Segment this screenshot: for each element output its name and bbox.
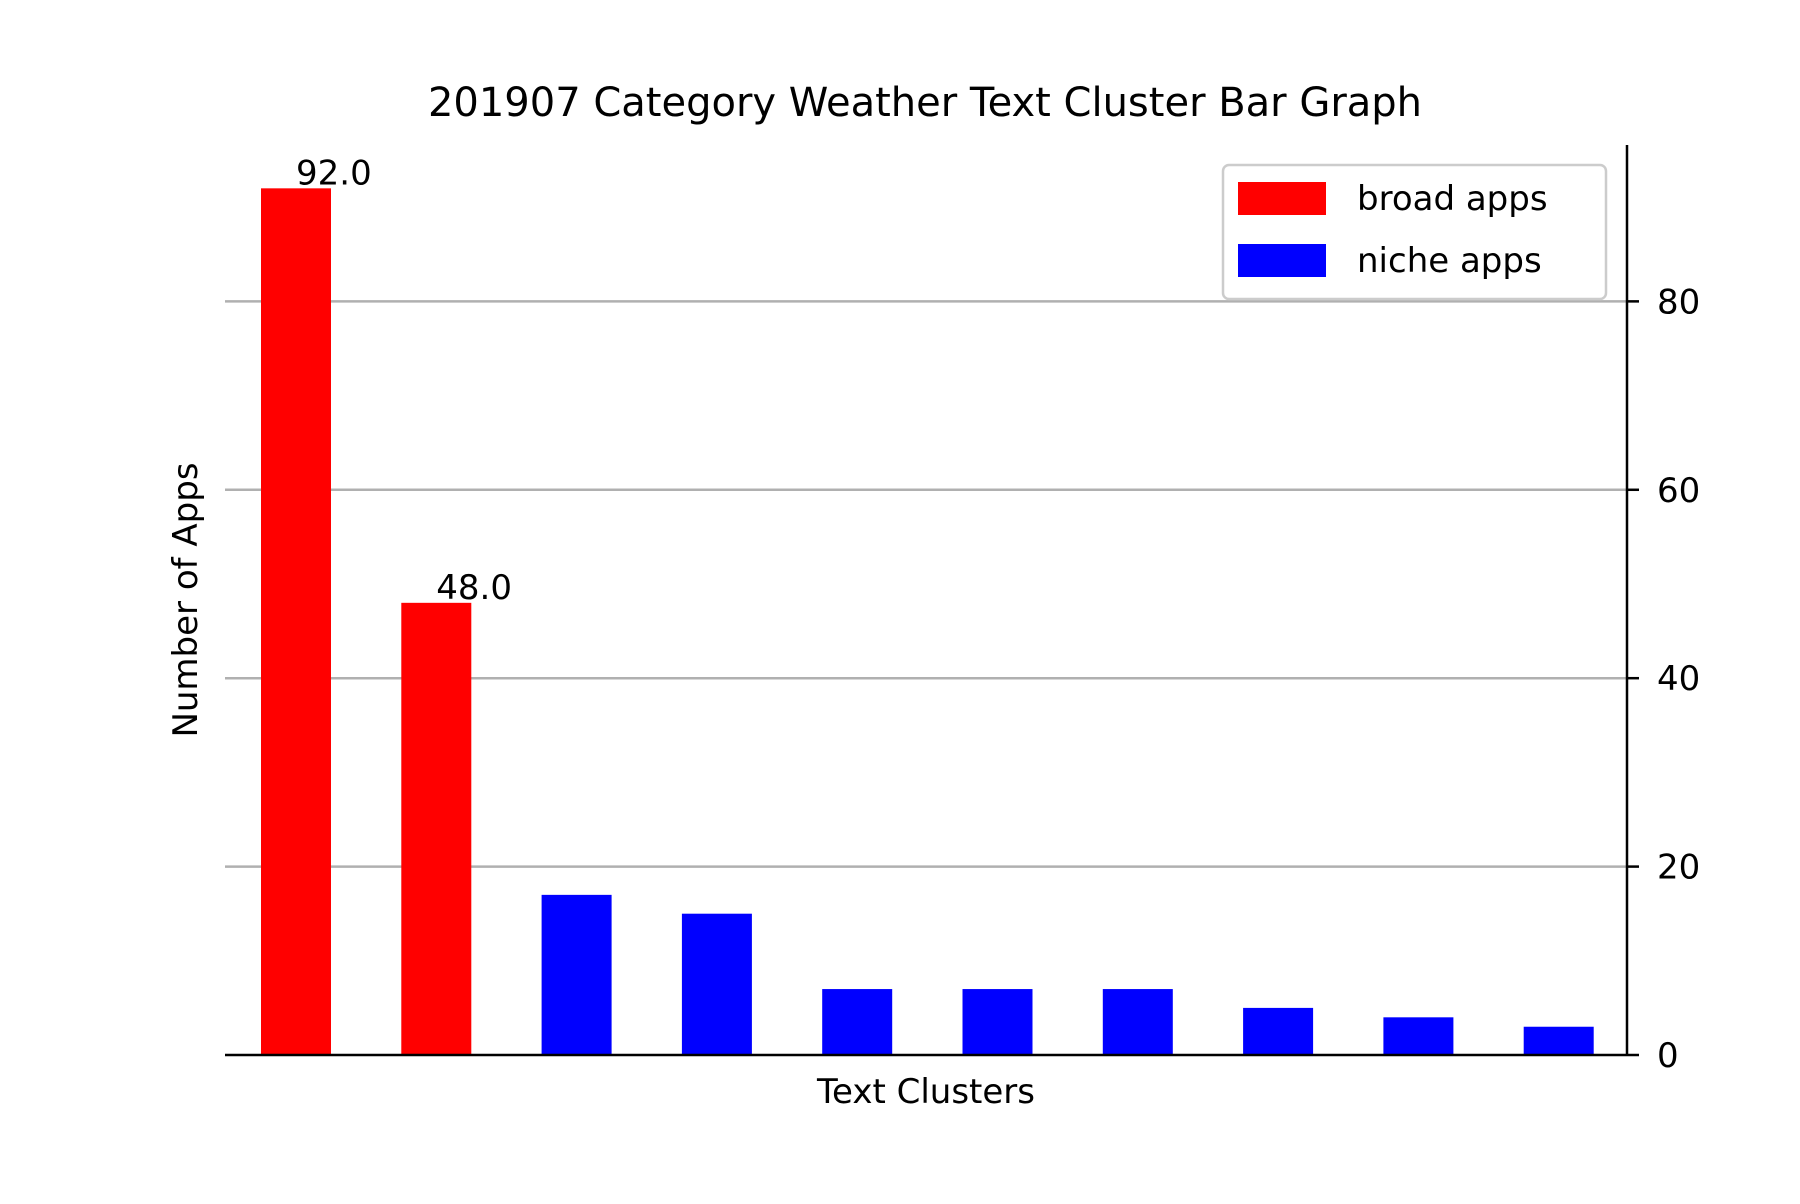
chart-title: 201907 Category Weather Text Cluster Bar…: [428, 80, 1422, 126]
y-ticks: 0 20 40 60 80: [1627, 282, 1700, 1076]
bar-group: [261, 188, 1594, 1056]
legend-swatch-niche-apps: [1238, 244, 1326, 277]
y-tick-label: 40: [1657, 659, 1700, 699]
bar-broad-apps: [401, 602, 472, 1055]
data-label: 48.0: [436, 568, 512, 608]
legend-swatch-broad-apps: [1238, 182, 1326, 215]
legend: broad apps niche apps: [1221, 163, 1608, 301]
legend-label-niche-apps: niche apps: [1357, 241, 1542, 281]
data-label-group: 92.0 48.0: [296, 153, 512, 607]
bar-niche-apps: [1383, 1017, 1454, 1055]
y-tick-label: 60: [1657, 471, 1700, 511]
bar-niche-apps: [541, 894, 612, 1055]
y-axis-label: Number of Apps: [166, 462, 206, 737]
y-tick-label: 0: [1657, 1036, 1679, 1076]
bar-broad-apps: [261, 188, 331, 1056]
y-tick-label: 20: [1657, 848, 1700, 888]
bar-niche-apps: [1102, 989, 1173, 1055]
bar-niche-apps: [1243, 1007, 1314, 1055]
bar-niche-apps: [962, 989, 1033, 1055]
bar-niche-apps: [822, 989, 893, 1055]
axes: [225, 145, 1629, 1057]
bar-niche-apps: [1523, 1026, 1594, 1055]
x-axis-label: Text Clusters: [816, 1072, 1035, 1112]
legend-label-broad-apps: broad apps: [1357, 179, 1548, 219]
y-tick-label: 80: [1657, 282, 1700, 322]
data-label: 92.0: [296, 153, 372, 193]
bar-niche-apps: [681, 913, 752, 1055]
